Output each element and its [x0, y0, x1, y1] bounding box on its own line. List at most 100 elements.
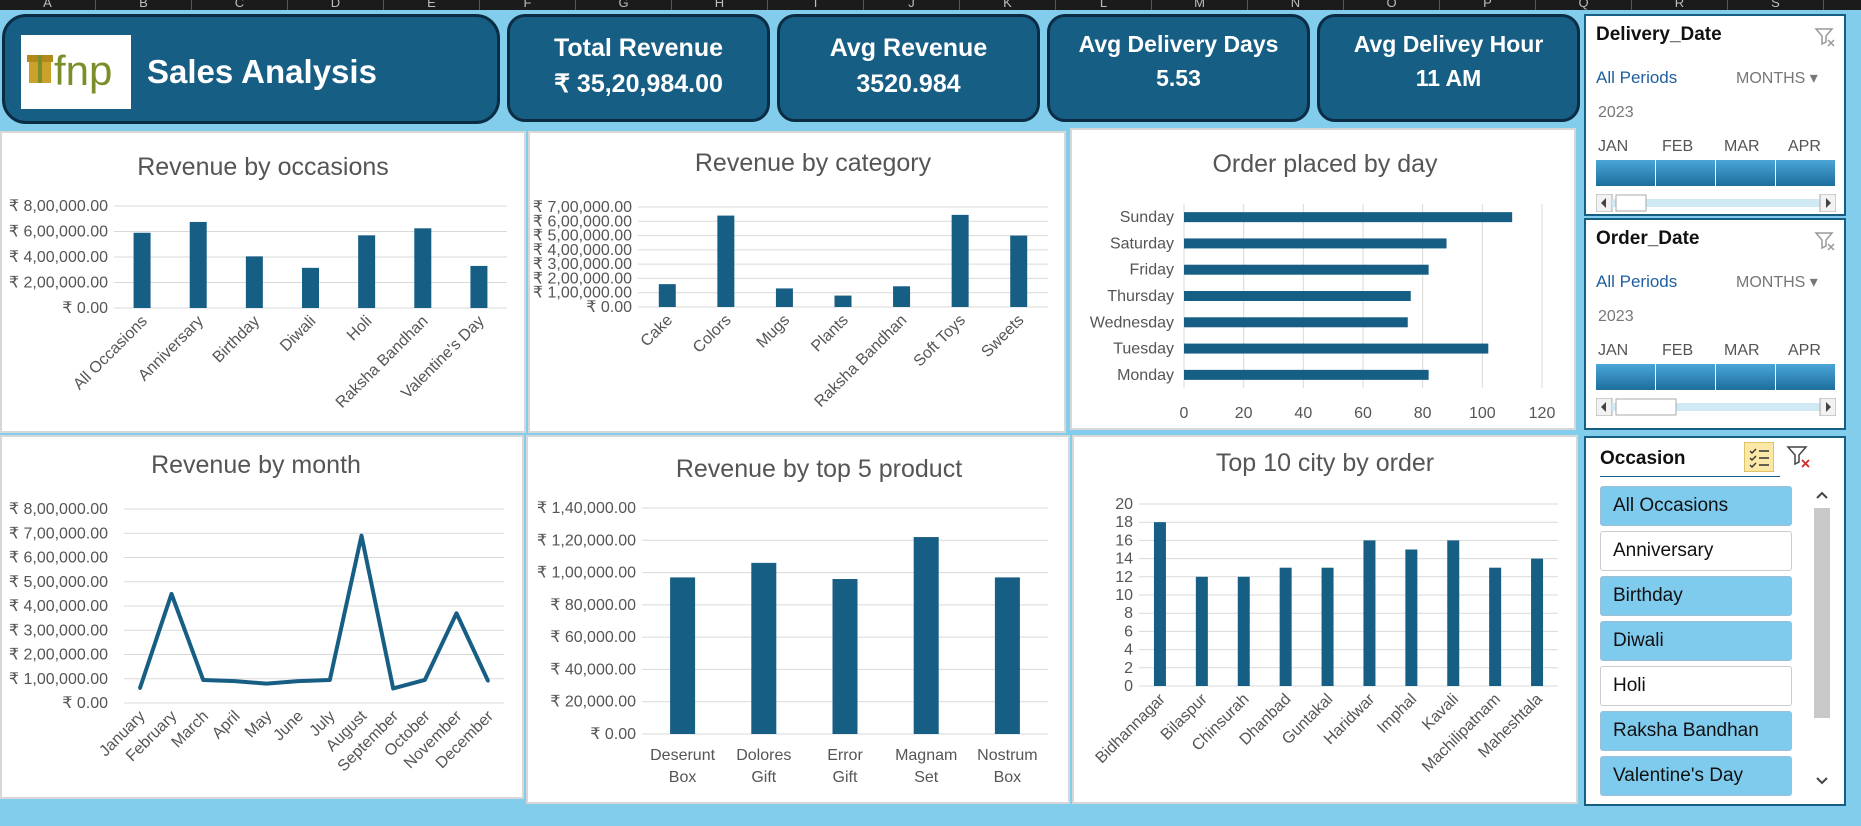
column-header-cell[interactable]: L [1056, 0, 1152, 10]
column-header-cell[interactable]: O [1344, 0, 1440, 10]
timeline-month-cell[interactable] [1596, 364, 1656, 390]
slicer-item[interactable]: All Occasions [1600, 486, 1792, 526]
bar [414, 228, 432, 308]
slicer-occasion[interactable]: Occasion All Occasions Anniversary Birthda… [1584, 436, 1846, 806]
bar [1447, 540, 1460, 686]
column-header-cell[interactable]: H [672, 0, 768, 10]
column-header-cell[interactable]: N [1248, 0, 1344, 10]
multi-select-icon[interactable] [1744, 442, 1774, 472]
all-periods-button[interactable]: All Periods [1596, 68, 1678, 87]
y-tick-label: ₹ 6,00,000.00 [9, 550, 108, 567]
data-point [201, 678, 205, 682]
timeline-month-cell[interactable] [1656, 160, 1716, 186]
x-tick-label: Box [994, 769, 1022, 786]
chart-revenue-by-occasions: Revenue by occasions ₹ 0.00 ₹ 2,00,000.00 ₹… [0, 131, 526, 433]
y-tick-label: ₹ 1,20,000.00 [537, 532, 636, 549]
slicer-order-date[interactable]: Order_Date All Periods MONTHS ▾ 2023 JAN… [1584, 218, 1846, 430]
y-tick-label: ₹ 60,000.00 [550, 629, 636, 646]
x-tick-label: All Occasions [70, 313, 151, 394]
y-tick-label: ₹ 80,000.00 [550, 597, 636, 614]
bar [1237, 576, 1250, 686]
column-header-cell[interactable]: G [576, 0, 672, 10]
slicer-delivery-date[interactable]: Delivery_Date All Periods MONTHS ▾ 2023 … [1584, 14, 1846, 216]
column-header-cell[interactable]: R [1632, 0, 1728, 10]
timeline-month-cell[interactable] [1656, 364, 1716, 390]
bar [1184, 212, 1513, 223]
clear-filter-icon[interactable] [1814, 230, 1836, 252]
bar [670, 577, 696, 734]
x-tick-label: Diwali [277, 313, 319, 355]
y-tick-label: 16 [1115, 532, 1133, 549]
chart-title: Revenue by top 5 product [676, 455, 962, 483]
chart-svg: Revenue by category₹ 0.00₹ 1,00,000.00₹ … [533, 149, 1048, 411]
slicer-item[interactable]: Birthday [1600, 576, 1792, 616]
slicer-item[interactable]: Diwali [1600, 621, 1792, 661]
chart-svg: Revenue by month ₹ 0.00 ₹ 1,00,000.00 ₹ 2,0… [9, 451, 504, 775]
column-header-cell[interactable]: F [480, 0, 576, 10]
slicer-item[interactable]: Valentine's Day [1600, 756, 1792, 796]
y-tick-label: 6 [1124, 623, 1133, 640]
line-series [137, 533, 490, 691]
chart-title: Revenue by month [151, 451, 361, 479]
timeline-scrollbar[interactable] [1596, 398, 1836, 416]
column-header-cell[interactable]: I [768, 0, 864, 10]
vertical-scrollbar[interactable] [1812, 488, 1832, 788]
column-header-cell[interactable]: P [1440, 0, 1536, 10]
slicer-item[interactable]: Holi [1600, 666, 1792, 706]
bar [1184, 343, 1489, 354]
timeline-month-cell[interactable] [1716, 160, 1776, 186]
y-tick-label: 0 [1124, 678, 1133, 695]
timeline-month-cell[interactable] [1776, 364, 1836, 390]
bar [717, 215, 735, 307]
x-tick-label: June [270, 708, 307, 745]
column-header-cell[interactable]: B [96, 0, 192, 10]
x-tick-label: Mugs [754, 312, 794, 352]
kpi-value: 5.53 [1156, 65, 1201, 91]
chart-svg: Order placed by day 0 20 40 60 80 100 120 Sunday… [1090, 150, 1556, 422]
column-header-cell[interactable]: E [384, 0, 480, 10]
y-tick-label: ₹ 8,00,000.00 [9, 501, 108, 518]
all-periods-button[interactable]: All Periods [1596, 272, 1678, 291]
time-level-dropdown[interactable]: MONTHS ▾ [1736, 272, 1818, 292]
timeline-scrollbar[interactable] [1596, 194, 1836, 212]
y-tick-label: ₹ 0.00 [586, 299, 632, 316]
x-tick-label: Birthday [210, 313, 264, 367]
x-tick-label: 60 [1354, 405, 1372, 422]
timeline-month-cell[interactable] [1716, 364, 1776, 390]
x-tick-label: Sweets [978, 312, 1027, 361]
x-tick-label: Set [914, 769, 939, 786]
y-tick-label: ₹ 1,40,000.00 [537, 500, 636, 517]
bar [1184, 264, 1429, 275]
column-header-cell[interactable]: J [864, 0, 960, 10]
bar [245, 256, 263, 308]
timeline-month-cell[interactable] [1776, 160, 1836, 186]
y-tick-label: ₹ 2,00,000.00 [9, 275, 108, 292]
clear-filter-icon[interactable] [1786, 444, 1812, 470]
timeline-bar[interactable] [1596, 160, 1836, 186]
column-header-cell[interactable]: C [192, 0, 288, 10]
bar [1184, 291, 1411, 301]
clear-filter-icon[interactable] [1814, 26, 1836, 48]
page-title: Sales Analysis [147, 53, 377, 90]
scroll-left-icon [1601, 198, 1606, 208]
data-point [296, 679, 300, 683]
slicer-item[interactable]: Raksha Bandhan [1600, 711, 1792, 751]
y-tick-label: ₹ 1,00,000.00 [537, 565, 636, 582]
chart-title: Revenue by category [695, 149, 932, 177]
month-label: MAR [1724, 342, 1760, 359]
x-tick-label: Cake [638, 312, 677, 351]
y-tick-label: Monday [1117, 367, 1174, 384]
column-header-cell[interactable]: M [1152, 0, 1248, 10]
column-header-cell[interactable]: Q [1536, 0, 1632, 10]
time-level-dropdown[interactable]: MONTHS ▾ [1736, 68, 1818, 88]
timeline-bar[interactable] [1596, 364, 1836, 390]
timeline-month-cell[interactable] [1596, 160, 1656, 186]
column-header-cell[interactable]: K [960, 0, 1056, 10]
bar [893, 286, 911, 307]
column-header-cell[interactable]: S [1728, 0, 1824, 10]
column-header-cell[interactable]: D [288, 0, 384, 10]
slicer-item[interactable]: Anniversary [1600, 531, 1792, 571]
bar [470, 265, 488, 308]
column-header-cell[interactable]: A [0, 0, 96, 10]
